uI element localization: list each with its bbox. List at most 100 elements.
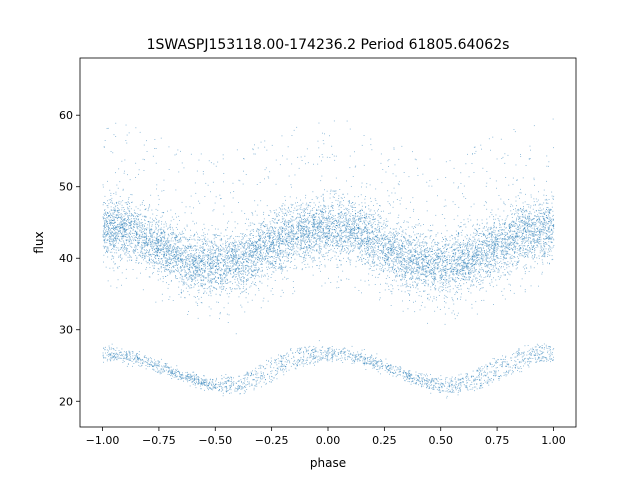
data-point [191,238,193,240]
data-point [426,275,428,277]
data-point [109,224,111,226]
data-point [113,232,115,234]
data-point [543,251,545,253]
data-point [130,256,132,258]
data-point [194,262,196,264]
data-point [433,296,435,298]
data-point [405,233,407,235]
data-point [207,255,209,257]
data-point [427,266,428,268]
data-point [298,226,300,228]
data-point [164,262,166,264]
data-point [144,243,145,245]
data-point [347,220,349,222]
data-point [339,213,341,215]
data-point [454,280,456,282]
data-point [419,266,421,268]
data-point [444,266,446,267]
data-point [197,272,199,274]
data-point [145,233,146,235]
data-point [108,234,110,235]
data-point [382,238,383,239]
data-point [522,216,524,218]
data-point [288,206,289,208]
data-point [203,238,205,240]
data-point [115,205,117,207]
data-point [445,264,447,266]
data-point [544,213,546,215]
data-point [184,247,185,249]
data-point [263,252,264,254]
data-point [176,248,178,250]
data-point [390,258,391,260]
data-point [416,276,418,278]
data-point [540,243,542,245]
data-point [128,197,130,198]
data-point [504,224,505,226]
data-point [147,252,149,254]
data-point [518,228,519,230]
data-point [292,237,294,239]
data-point [104,226,106,228]
data-point [384,238,386,240]
data-point [166,243,168,245]
data-point [145,216,147,217]
data-point [237,236,239,237]
data-point [463,259,465,261]
data-point [299,229,301,231]
data-point [199,250,201,252]
data-point [124,246,125,248]
data-point [415,224,417,226]
data-point [406,282,408,284]
data-point [258,255,260,257]
data-point [201,235,203,237]
data-point [469,255,471,257]
data-point [168,249,170,251]
data-point [482,240,484,242]
data-point [122,235,124,237]
data-point [231,261,233,263]
data-point [139,238,141,240]
data-point [361,217,363,219]
data-point [359,221,360,223]
data-point [236,272,238,274]
data-point [327,236,329,238]
data-point [345,241,347,243]
data-point [380,235,382,237]
data-point [341,197,343,199]
data-point [516,263,517,265]
data-point [131,221,132,223]
data-point [399,247,401,249]
data-point [503,229,505,231]
data-point [508,236,510,238]
data-point [250,269,252,271]
data-point [167,247,169,249]
data-point [228,258,230,260]
data-point [462,255,464,257]
data-point [154,252,156,253]
data-point [437,241,438,243]
data-point [271,220,273,222]
data-point [442,253,443,254]
data-point [109,214,111,216]
data-point [212,264,214,265]
data-point [160,243,161,245]
data-point [292,212,294,214]
data-point [534,242,536,243]
data-point [176,257,178,259]
data-point [436,256,438,258]
data-point [331,223,333,225]
data-point [317,244,319,246]
data-point [462,270,463,272]
data-point [399,257,401,259]
data-point [225,265,227,267]
data-point [546,244,548,245]
data-point [522,221,524,223]
data-point [276,251,278,253]
data-point [548,226,550,228]
data-point [210,272,212,273]
data-point [122,237,124,239]
data-point [539,232,541,234]
data-point [217,277,219,279]
data-point [252,241,253,243]
